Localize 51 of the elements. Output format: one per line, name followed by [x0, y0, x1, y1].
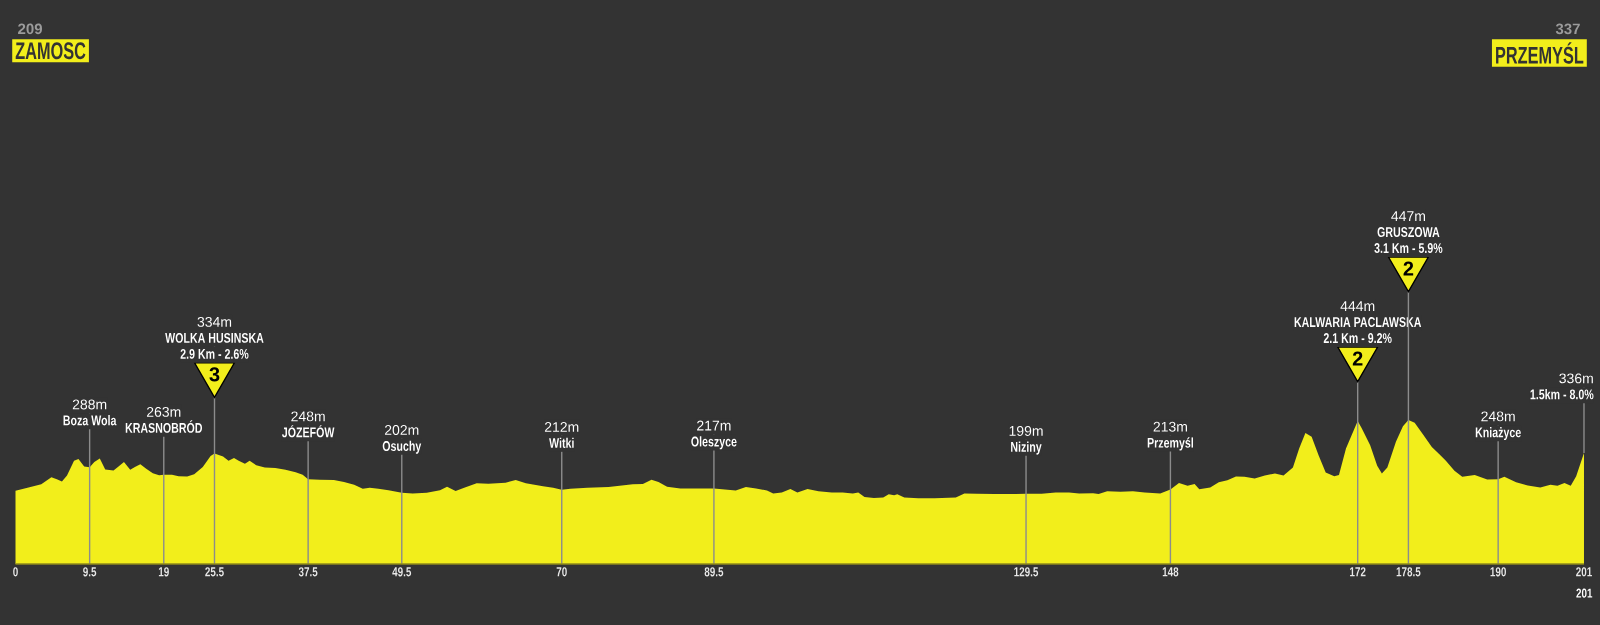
annotation: 3.1 Km - 5.9% — [1374, 243, 1443, 254]
annotation: 1.5km - 8.0% — [1530, 389, 1594, 400]
ref-line-label: WOLKA HUSINSKA — [165, 332, 264, 343]
annotation: 2 — [1403, 261, 1414, 276]
annotation: 334m — [197, 316, 232, 327]
x-tick-label: 37.5 — [298, 567, 318, 577]
x-tick-label: 49.5 — [392, 567, 412, 577]
annotation: 2.1 Km - 9.2% — [1323, 333, 1392, 344]
annotation: 248m — [291, 411, 325, 422]
ref-line-label: Witki — [549, 437, 574, 448]
ref-line-label: Niziny — [1011, 441, 1042, 455]
x-tick-label: 148 — [1162, 567, 1179, 577]
x-tick-label: 19 — [158, 567, 169, 577]
annotation: 199m — [1009, 425, 1043, 436]
ref-line-label: KRASNOBRÓD — [125, 420, 203, 433]
x-tick-label: 178.5 — [1396, 567, 1421, 577]
x-tick-label: 9.5 — [83, 567, 97, 577]
x-tick-label: 172 — [1350, 567, 1366, 577]
annotation: 444m — [1340, 301, 1375, 311]
annotation: 263m — [146, 406, 181, 417]
text: PRZEMYŚL — [1496, 42, 1584, 64]
ref-line-label: GRUSZOWA — [1377, 227, 1440, 238]
ref-line-label: JÓZEFÓW — [281, 424, 335, 438]
annotation: 212m — [544, 422, 579, 432]
ref-line-label: KALWARIA PACLAWSKA — [1294, 317, 1422, 328]
annotation: 217m — [697, 420, 731, 431]
annotation: 213m — [1153, 421, 1187, 432]
text: 337 — [1555, 23, 1580, 35]
x-tick-label: 89.5 — [704, 567, 724, 577]
annotation: 336m — [1559, 373, 1593, 384]
text: 209 — [18, 23, 42, 35]
annotation: 202m — [384, 425, 419, 436]
annotation: 2 — [1352, 351, 1363, 366]
annotation: 3 — [209, 367, 220, 382]
x-tick-label: 129.5 — [1014, 567, 1039, 577]
annotation: 2.9 Km - 2.6% — [180, 348, 249, 359]
annotation: 447m — [1391, 211, 1425, 221]
annotation: 288m — [72, 399, 107, 410]
ref-line-label: Oleszyce — [691, 436, 737, 450]
ref-line-label: Boza Wola — [63, 415, 117, 426]
x-tick-label: 190 — [1490, 567, 1506, 577]
ref-line-label: Osuchy — [382, 440, 422, 454]
text: 201 — [1576, 588, 1593, 598]
annotation: 248m — [1481, 411, 1515, 422]
text: ZAMOSC — [15, 42, 86, 60]
ref-line-label: Kniażyce — [1475, 427, 1521, 441]
x-tick-label: 201 — [1576, 567, 1592, 577]
x-tick-label: 25.5 — [205, 567, 224, 577]
x-tick-label: 0 — [13, 567, 18, 577]
x-tick-label: 70 — [556, 567, 567, 577]
ref-line-label: Przemyśl — [1147, 437, 1193, 451]
